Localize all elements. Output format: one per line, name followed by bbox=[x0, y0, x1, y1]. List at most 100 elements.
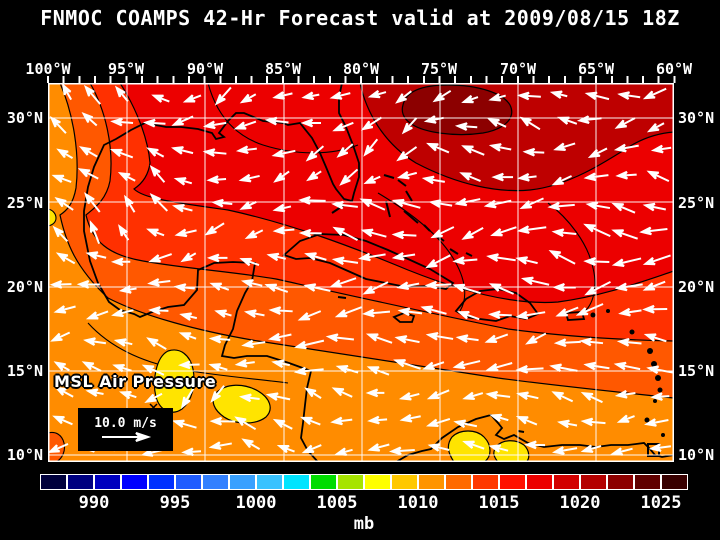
wind-vector-layer bbox=[48, 83, 674, 457]
wind-vector bbox=[462, 440, 485, 450]
colorbar-segment bbox=[581, 475, 606, 489]
wind-vector bbox=[301, 91, 320, 101]
wind-vector bbox=[304, 252, 327, 261]
wind-vector bbox=[304, 387, 322, 399]
wind-vector bbox=[56, 148, 74, 159]
wind-vector bbox=[339, 168, 359, 186]
wind-vector bbox=[610, 447, 633, 456]
colorbar-segment bbox=[203, 475, 228, 489]
wind-vector bbox=[266, 252, 286, 262]
wind-vector bbox=[85, 251, 107, 260]
lat-label-left-20n: 20°N bbox=[6, 278, 43, 296]
wind-vector bbox=[551, 391, 574, 403]
wind-vector bbox=[487, 118, 507, 128]
wind-vector bbox=[555, 306, 579, 317]
wind-vector bbox=[551, 446, 578, 455]
wind-vector bbox=[648, 443, 672, 452]
wind-vector bbox=[515, 256, 538, 265]
wind-vector bbox=[179, 312, 198, 321]
wind-vector bbox=[583, 361, 610, 371]
wind-vector bbox=[202, 120, 227, 130]
wind-vector bbox=[614, 390, 636, 399]
coastline-puerto-rico bbox=[564, 311, 586, 321]
wind-vector bbox=[422, 361, 445, 370]
wind-vector bbox=[367, 89, 387, 99]
forecast-map-canvas bbox=[48, 83, 674, 462]
wind-vector bbox=[517, 172, 537, 182]
wind-vector bbox=[303, 283, 331, 292]
wind-vector bbox=[306, 170, 322, 182]
wind-vector bbox=[332, 121, 354, 132]
wind-vector bbox=[524, 440, 546, 450]
colorbar-tick-1020: 1020 bbox=[559, 493, 601, 513]
colorbar-segment bbox=[419, 475, 444, 489]
wind-vector bbox=[181, 447, 202, 457]
wind-vector bbox=[488, 444, 509, 453]
wind-vector bbox=[363, 138, 379, 157]
wind-vector bbox=[488, 283, 515, 295]
wind-vector bbox=[461, 226, 484, 240]
wind-vector bbox=[118, 224, 130, 241]
lat-label-right-10n: 10°N bbox=[678, 446, 715, 464]
wind-vector bbox=[579, 337, 604, 347]
wind-vector bbox=[490, 226, 517, 237]
wind-vector bbox=[239, 201, 257, 210]
colorbar-segment bbox=[527, 475, 552, 489]
wind-vector bbox=[489, 413, 509, 423]
wind-vector bbox=[486, 253, 516, 262]
lon-label-100w: 100°W bbox=[25, 60, 71, 78]
wind-vector bbox=[178, 332, 197, 341]
wind-vector bbox=[483, 199, 512, 209]
wind-vector bbox=[208, 334, 231, 344]
colorbar-segment bbox=[149, 475, 174, 489]
wind-vector bbox=[461, 145, 485, 156]
wind-vector bbox=[452, 283, 481, 295]
graticule-gridlines bbox=[48, 83, 674, 462]
coastline-cuba bbox=[282, 233, 455, 290]
wind-vector bbox=[549, 90, 568, 99]
wind-vector bbox=[81, 112, 98, 127]
wind-vector bbox=[575, 303, 604, 316]
wind-vector bbox=[580, 444, 602, 453]
wind-vector bbox=[525, 332, 547, 345]
wind-vector bbox=[491, 172, 514, 182]
wind-vector bbox=[547, 201, 575, 211]
wind-vector bbox=[238, 173, 260, 183]
wind-vector bbox=[516, 91, 541, 101]
wind-vector bbox=[148, 306, 169, 315]
wind-vector bbox=[142, 118, 166, 128]
wind-vector bbox=[300, 416, 321, 426]
wind-vector bbox=[241, 339, 266, 349]
wind-vector bbox=[362, 281, 389, 295]
colorbar-segment bbox=[257, 475, 282, 489]
wind-vector bbox=[459, 172, 481, 183]
page-title: FNMOC COAMPS 42-Hr Forecast valid at 200… bbox=[40, 6, 680, 30]
reference-wind-arrow-icon bbox=[101, 432, 151, 442]
wind-vector bbox=[584, 281, 611, 296]
colorbar-segment bbox=[122, 475, 147, 489]
colorbar-segment bbox=[95, 475, 120, 489]
wind-vector bbox=[61, 83, 73, 101]
wind-vector bbox=[84, 192, 101, 213]
wind-vector bbox=[83, 337, 107, 346]
wind-vector bbox=[548, 249, 576, 265]
wind-vector bbox=[141, 364, 165, 376]
wind-vector bbox=[557, 116, 578, 125]
lon-label-95w: 95°W bbox=[107, 60, 145, 78]
wind-vector bbox=[487, 310, 512, 320]
wind-vector bbox=[244, 229, 264, 240]
wind-vector bbox=[202, 148, 227, 157]
coastline-jamaica bbox=[392, 312, 416, 323]
wind-vector bbox=[426, 142, 450, 154]
pressure-low-yellow bbox=[212, 384, 271, 424]
wind-vector bbox=[557, 419, 578, 429]
wind-vector bbox=[646, 365, 674, 374]
lat-label-left-30n: 30°N bbox=[6, 109, 43, 127]
wind-vector bbox=[239, 257, 260, 267]
wind-vector bbox=[144, 392, 163, 403]
wind-vector bbox=[425, 254, 451, 269]
colorbar-segment bbox=[635, 475, 660, 489]
wind-vector bbox=[329, 91, 351, 100]
wind-vector bbox=[391, 198, 421, 209]
lon-label-70w: 70°W bbox=[499, 60, 537, 78]
